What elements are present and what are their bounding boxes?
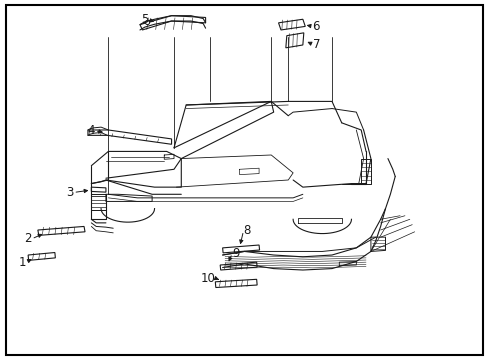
Text: 5: 5 bbox=[141, 13, 148, 27]
Text: 3: 3 bbox=[66, 186, 73, 199]
Text: 1: 1 bbox=[18, 256, 26, 269]
Text: 6: 6 bbox=[312, 20, 320, 33]
Text: 7: 7 bbox=[312, 38, 320, 51]
Text: 2: 2 bbox=[24, 233, 31, 246]
Text: 8: 8 bbox=[243, 224, 250, 237]
Text: 4: 4 bbox=[87, 124, 95, 137]
Text: 9: 9 bbox=[232, 247, 239, 260]
Text: 10: 10 bbox=[200, 272, 215, 285]
